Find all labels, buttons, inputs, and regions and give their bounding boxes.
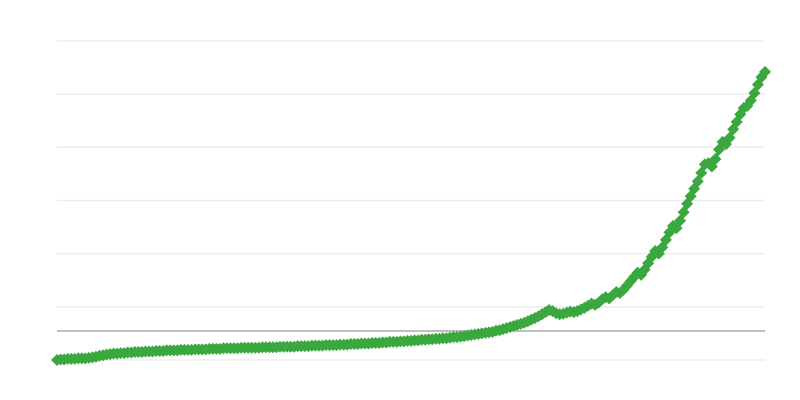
data-point-marker — [691, 175, 704, 188]
data-point-marker — [709, 153, 722, 166]
data-point-marker — [759, 65, 771, 78]
data-point-marker — [677, 206, 690, 219]
data-point-marker — [723, 131, 736, 144]
data-point-marker — [695, 166, 708, 179]
gridline-group — [57, 40, 765, 361]
data-point-marker — [674, 214, 687, 227]
data-series — [51, 65, 771, 366]
series-group — [51, 65, 771, 366]
data-point-marker — [748, 87, 761, 100]
